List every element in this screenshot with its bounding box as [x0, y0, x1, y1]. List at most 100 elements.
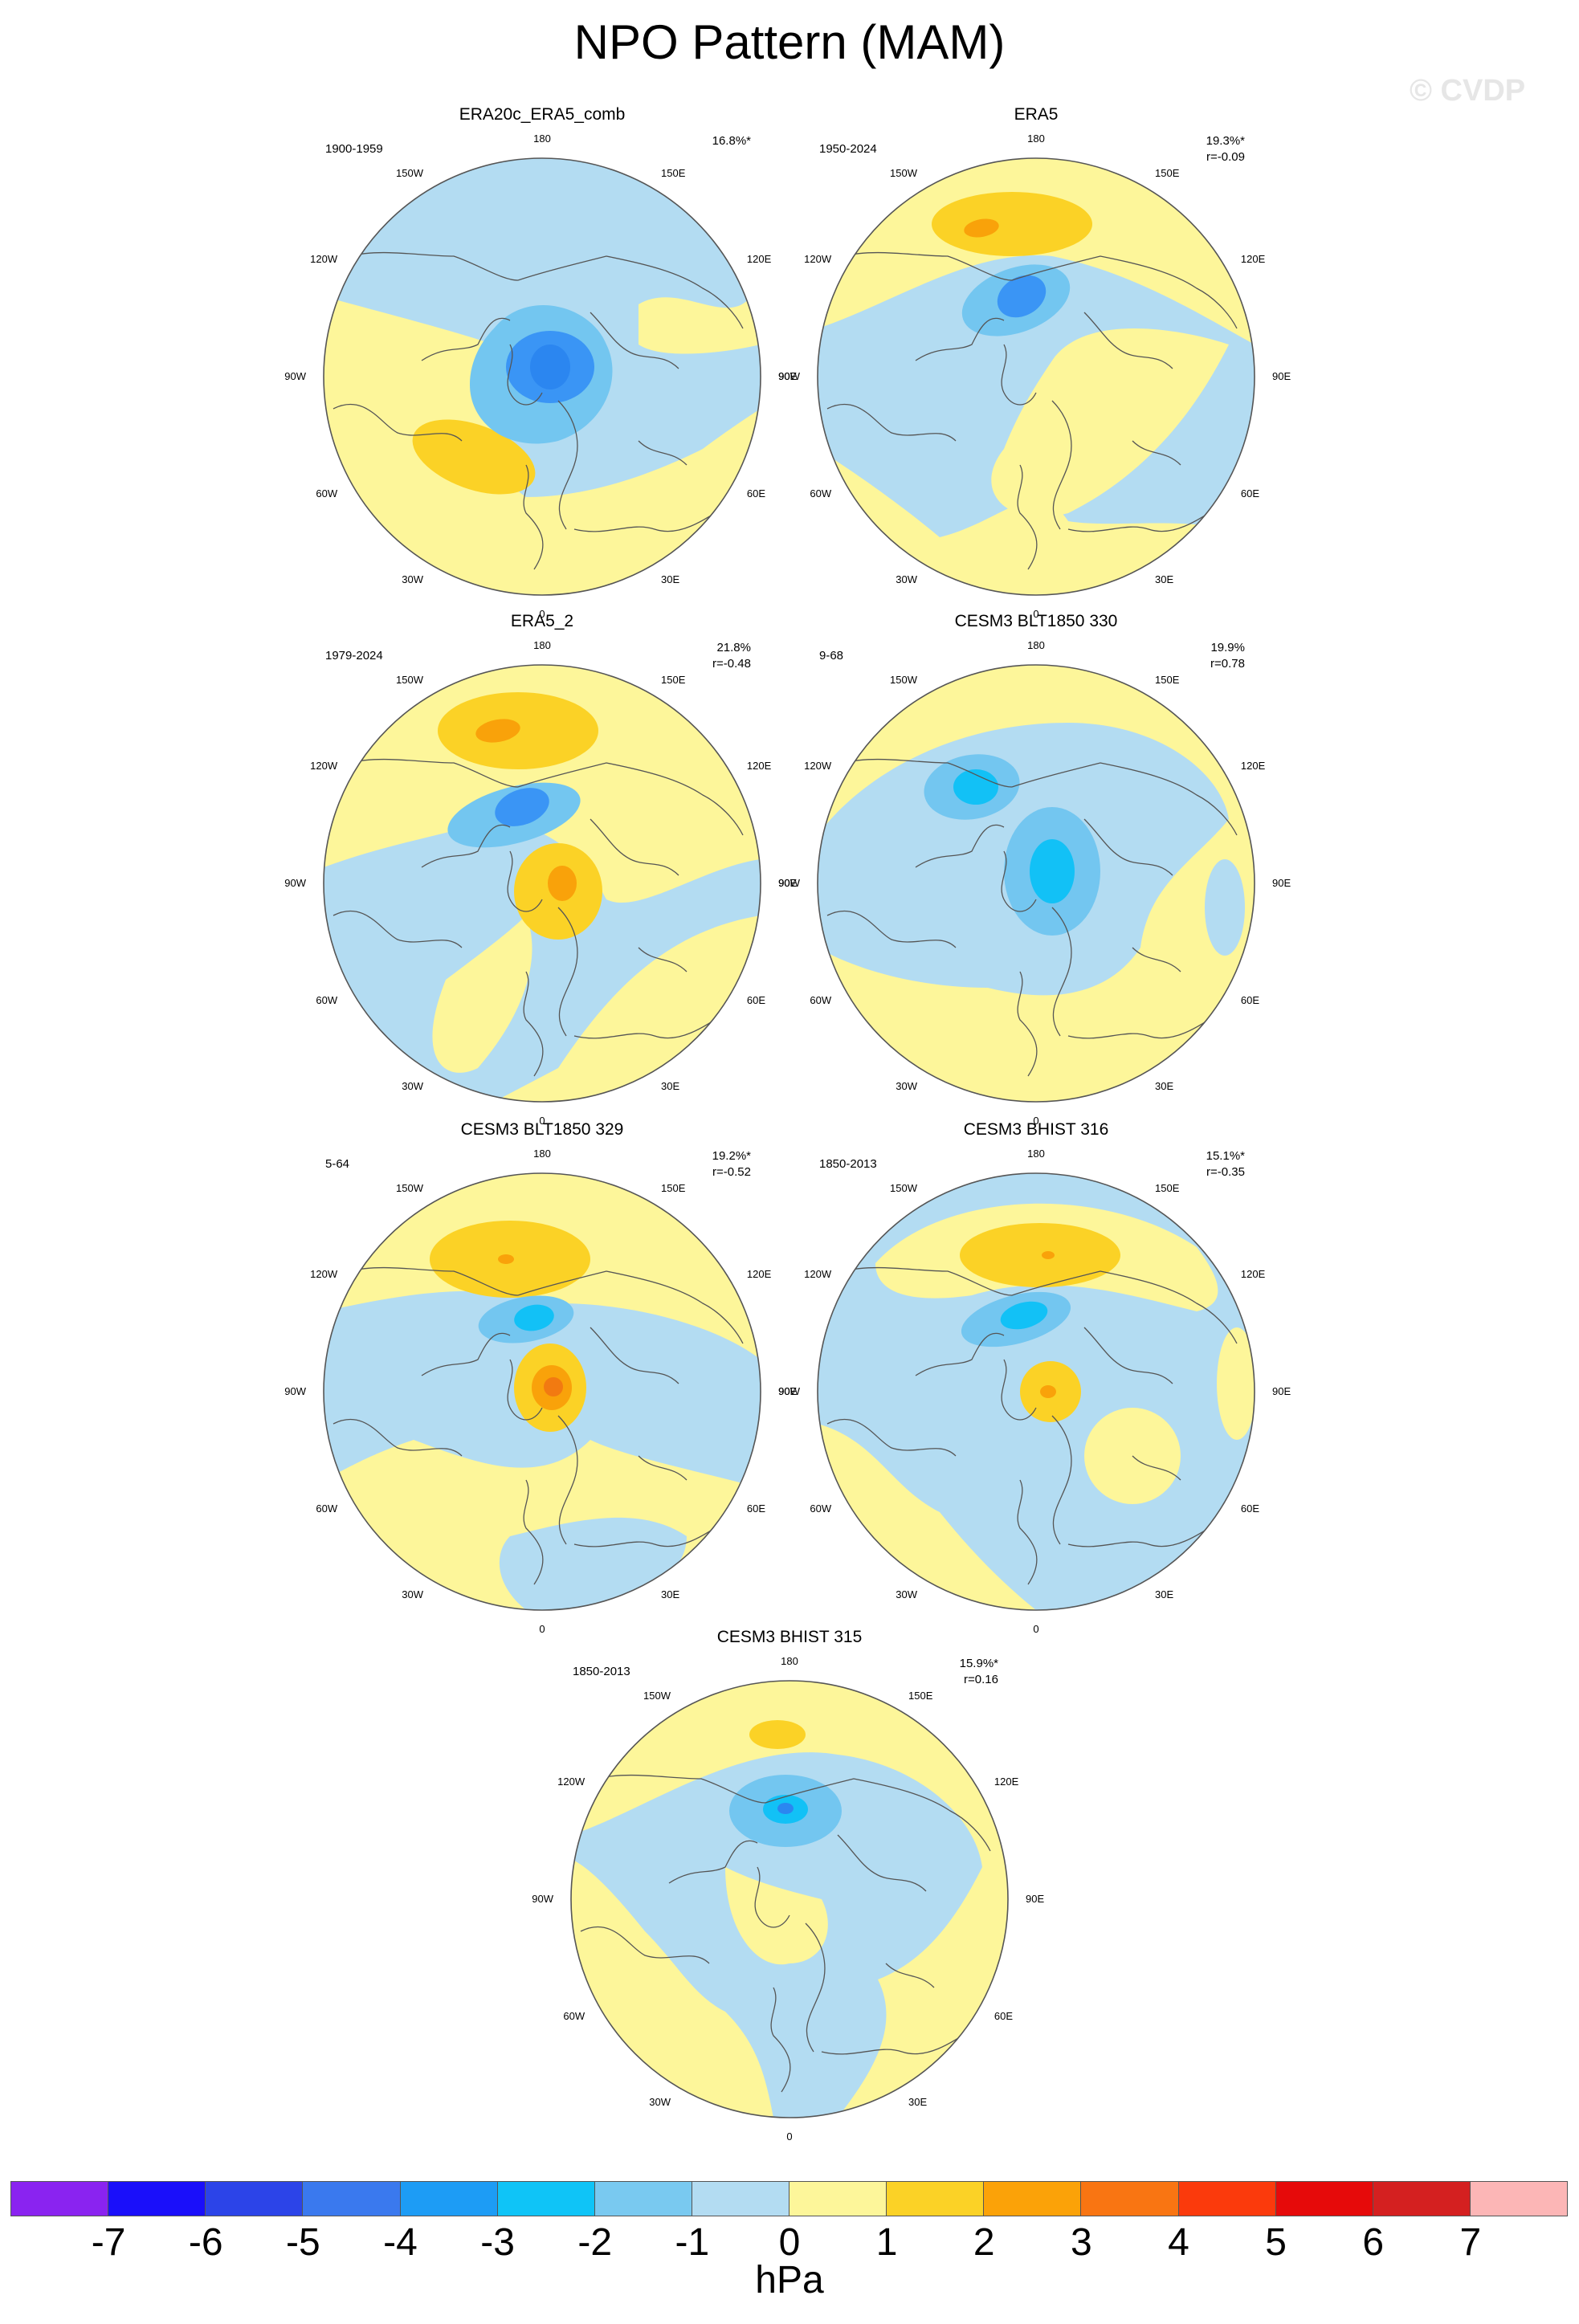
longitude-label: 60E — [746, 1502, 766, 1515]
panel-variance-pct: 21.8% — [716, 641, 751, 654]
panel-period: 1850-2013 — [573, 1665, 630, 1678]
coastline — [1001, 850, 1037, 912]
cvdp-watermark: © CVDP — [1410, 74, 1526, 108]
panel-title: ERA5_2 — [510, 612, 574, 630]
longitude-label: 180 — [1027, 639, 1045, 651]
map-panel-era5: ERA5 1950-2024 19.3%* r=-0.09 180 150E 120… — [739, 105, 1333, 620]
coastline — [1051, 1415, 1072, 1545]
longitude-label: 0 — [539, 608, 545, 620]
colorbar-tick-label: -1 — [675, 2221, 710, 2264]
pos-anomaly-region — [1217, 1327, 1255, 1440]
longitude-label: 150W — [890, 1182, 917, 1195]
page-title: NPO Pattern (MAM) — [573, 15, 1006, 69]
coastline — [1132, 1455, 1181, 1481]
polar-globe — [323, 157, 761, 596]
colorbar-swatch — [1177, 2181, 1276, 2216]
longitude-label: 150E — [1155, 1182, 1180, 1195]
longitude-label: 0 — [1033, 608, 1039, 620]
colorbar-tick-label: 3 — [1071, 2221, 1092, 2264]
coastline — [754, 1866, 790, 1928]
coastline — [1051, 907, 1072, 1037]
colorbar-swatch — [789, 2181, 887, 2216]
longitude-label: 120E — [746, 760, 772, 772]
coastline — [885, 1963, 935, 1988]
neg-anomaly-core — [953, 769, 998, 805]
colorbar-tick-label: -2 — [577, 2221, 613, 2264]
colorbar-tick-label: 7 — [1459, 2221, 1482, 2264]
coastline — [1083, 818, 1173, 876]
anomaly-field — [818, 1173, 1255, 1610]
longitude-label: 180 — [781, 1655, 798, 1667]
pos-anomaly-center — [412, 419, 536, 495]
panel-title: ERA5 — [1014, 105, 1059, 124]
panel-period: 1900-1959 — [325, 142, 383, 156]
panel-pattern-corr: r=-0.48 — [712, 657, 751, 671]
longitude-label: 90W — [778, 370, 800, 382]
colorbar-tick-label: 4 — [1168, 2221, 1189, 2264]
longitude-label: 120W — [804, 760, 832, 772]
coastline — [421, 1332, 511, 1376]
longitude-label: 180 — [1027, 1148, 1045, 1160]
longitude-label: 180 — [533, 1148, 551, 1160]
longitude-label: 0 — [539, 1623, 545, 1635]
pos-anomaly-core — [498, 1254, 514, 1264]
anomaly-field — [324, 158, 761, 595]
longitude-label: 60W — [810, 487, 832, 499]
coastline — [523, 1479, 544, 1585]
coastlines — [826, 251, 1238, 570]
longitude-label: 90W — [284, 877, 306, 889]
longitude-label: 180 — [1027, 133, 1045, 145]
globe-outline — [817, 157, 1255, 596]
longitude-label: 150E — [661, 1182, 686, 1195]
coastline — [1001, 1359, 1037, 1421]
longitude-label: 150W — [890, 167, 917, 180]
anomaly-field — [324, 1173, 761, 1610]
colorbar-tick-label: 5 — [1265, 2221, 1287, 2264]
longitude-label: 120W — [310, 1268, 338, 1280]
globe-outline — [570, 1680, 1009, 2118]
coastline — [1083, 312, 1173, 369]
longitude-label: 30E — [661, 573, 680, 585]
coastline — [1132, 440, 1181, 466]
longitude-label: 60W — [563, 2010, 585, 2022]
panel-variance-pct: 19.9% — [1210, 641, 1245, 654]
longitude-label: 120E — [746, 253, 772, 265]
anomaly-field — [818, 158, 1255, 595]
colorbar-tick-label: -4 — [383, 2221, 418, 2264]
longitude-label: 30W — [896, 573, 917, 585]
coastline — [573, 504, 728, 532]
coastline — [837, 1834, 927, 1892]
longitude-label: 180 — [533, 133, 551, 145]
longitude-label: 90E — [1026, 1893, 1045, 1905]
coastline — [915, 1332, 1005, 1376]
longitude-label: 30W — [649, 2095, 671, 2108]
longitude-label: 30W — [402, 573, 423, 585]
coastline — [668, 1840, 758, 1884]
neg-anomaly-region — [1205, 859, 1245, 956]
coastlines — [333, 1266, 744, 1585]
panel-pattern-corr: r=-0.35 — [1206, 1165, 1245, 1179]
pos-anomaly-center — [960, 1223, 1120, 1287]
longitude-label: 60E — [746, 487, 766, 499]
coastlines — [333, 251, 744, 570]
longitude-label: 120W — [310, 760, 338, 772]
polar-globe — [817, 1172, 1255, 1611]
map-panel-cesm3-blt1850-330: CESM3 BLT1850 330 9-68 19.9% r=0.78 180 1… — [739, 612, 1333, 1127]
longitude-label: 90W — [284, 370, 306, 382]
coastline — [1017, 1479, 1038, 1585]
longitude-label: 30E — [1155, 573, 1174, 585]
coastline — [1067, 1519, 1222, 1547]
colorbar-tick-label: 0 — [778, 2221, 801, 2264]
longitude-label: 60E — [1240, 1502, 1260, 1515]
longitude-label: 120W — [557, 1776, 585, 1788]
panel-pattern-corr: r=0.78 — [1210, 657, 1245, 671]
coastline — [1083, 1327, 1173, 1384]
panel-period: 5-64 — [325, 1157, 350, 1171]
longitude-label: 150W — [396, 167, 423, 180]
coastline — [590, 818, 679, 876]
coastline — [638, 1455, 687, 1481]
longitude-label: 60W — [316, 1502, 338, 1515]
colorbar-swatch — [886, 2181, 985, 2216]
coastline — [557, 1415, 578, 1545]
panel-pattern-corr: r=0.16 — [964, 1673, 998, 1686]
